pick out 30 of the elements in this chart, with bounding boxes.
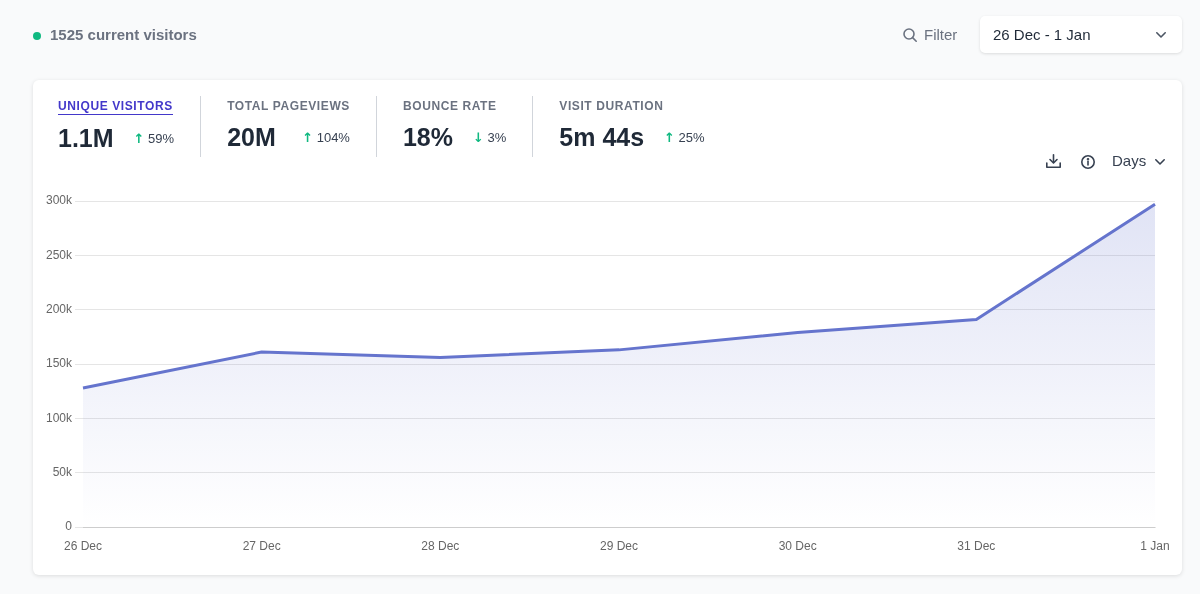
y-tick-label: 200k [45,301,73,316]
text: ↑ 59% [133,130,175,146]
x-tick-label: 28 Dec [421,538,460,553]
text: Filter [924,26,958,44]
x-tick-label: 1 Jan [1140,538,1170,553]
text: ↑ 104% [302,129,350,145]
text: 20M [227,122,276,152]
y-tick-label: 0 [65,519,73,534]
text: 1.1M [58,123,114,153]
text: 1525 current visitors [50,26,197,44]
text: ↑ 25% [664,129,705,145]
x-tick-label: 30 Dec [778,538,817,553]
y-tick-label: 250k [45,247,73,262]
text: UNIQUE VISITORS [58,98,173,115]
text: 5m 44s [559,122,645,152]
y-tick-label: 50k [52,464,73,479]
x-tick-label: 26 Dec [63,538,103,553]
text: BOUNCE RATE [402,98,497,114]
text: TOTAL PAGEVIEWS [227,98,350,114]
text: 18% [402,122,453,152]
text: 26 Dec - 1 Jan [993,26,1091,44]
y-tick-label: 100k [45,410,73,425]
y-tick-label: 150k [45,356,73,371]
x-tick-label: 27 Dec [242,538,281,553]
y-tick-label: 300k [45,193,73,208]
x-tick-label: 31 Dec [957,538,996,553]
text: ↓ 3% [472,129,507,145]
text: VISIT DURATION [559,98,664,114]
x-tick-label: 29 Dec [599,538,639,553]
text: Days [1112,152,1147,170]
